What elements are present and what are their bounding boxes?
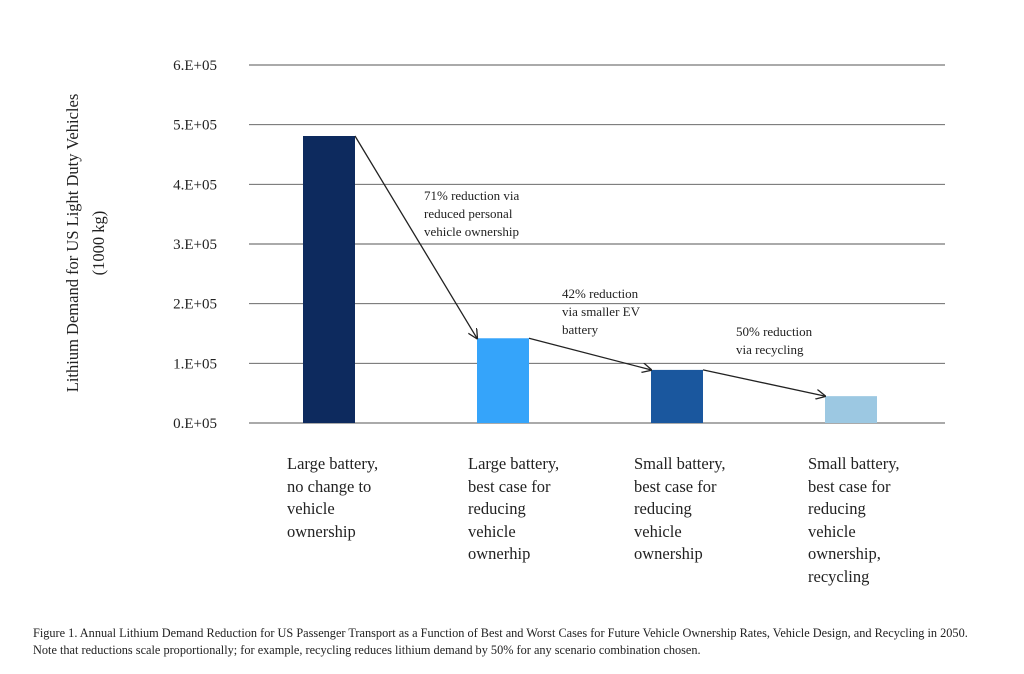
bar [477, 338, 529, 423]
category-label-line: Small battery, [634, 454, 726, 473]
category-label-line: vehicle [468, 521, 516, 541]
y-tick-label: 3.E+05 [173, 237, 217, 253]
reduction-arrow [528, 337, 651, 370]
annotation: 50% reduction via recycling [736, 324, 813, 357]
bars [303, 136, 877, 423]
bar-chart: 0.E+05 1.E+05 2.E+05 3.E+05 4.E+05 5.E+05 6.E+… [63, 58, 945, 432]
category-label-line: best case for [808, 476, 891, 496]
y-tick-label: 2.E+05 [173, 297, 217, 313]
category-label-line: ownership, [808, 544, 881, 563]
category-label-line: best case for [468, 476, 551, 496]
x-category-label: Large battery, no change to vehicle ownersh… [287, 453, 437, 543]
category-label-line: best case for [634, 476, 717, 496]
bar [651, 369, 703, 423]
category-label-line: vehicle [634, 521, 682, 541]
y-axis-label: Lithium Demand for US Light Duty Vehicle… [63, 94, 108, 393]
annotation: 42% reduction via smaller EV battery [562, 286, 641, 337]
x-category-label: Large battery, best case for reducing vehic… [468, 453, 618, 566]
category-label-line: recycling [808, 566, 870, 586]
x-category-label: Small battery, best case for reducing vehic… [634, 453, 784, 566]
category-label-line: reducing [468, 499, 526, 518]
y-axis-ticks: 0.E+05 1.E+05 2.E+05 3.E+05 4.E+05 5.E+05 6.E+… [173, 58, 217, 432]
category-label-line: reducing [808, 499, 866, 518]
category-label-line: vehicle [808, 521, 856, 541]
bar [825, 396, 877, 423]
y-tick-label: 1.E+05 [173, 356, 217, 372]
category-label-line: no change to [287, 476, 372, 496]
y-tick-label: 6.E+05 [173, 58, 217, 74]
reduction-arrows [354, 135, 825, 396]
bar [303, 136, 355, 423]
y-tick-label: 4.E+05 [173, 177, 217, 193]
reduction-arrow [354, 135, 477, 338]
reduction-arrow [702, 369, 825, 396]
y-tick-label: 0.E+05 [173, 416, 217, 432]
category-label-line: ownership [287, 521, 356, 541]
category-label-line: Large battery, [468, 454, 560, 473]
category-label-line: Small battery, [808, 454, 900, 473]
figure-caption: Figure 1. Annual Lithium Demand Reductio… [33, 626, 968, 657]
category-label-line: Large battery, [287, 454, 379, 473]
y-tick-label: 5.E+05 [173, 118, 217, 134]
gridlines [249, 64, 945, 424]
category-label-line: ownerhip [468, 544, 531, 563]
annotations: 71% reduction via reduced personal vehicle… [424, 188, 813, 357]
category-label-line: ownership [634, 544, 703, 563]
annotation: 71% reduction via reduced personal vehicle… [424, 188, 520, 239]
category-label-line: reducing [634, 499, 692, 518]
x-category-label: Small battery, best case for reducing vehic… [808, 453, 958, 588]
category-label-line: vehicle [287, 499, 335, 518]
